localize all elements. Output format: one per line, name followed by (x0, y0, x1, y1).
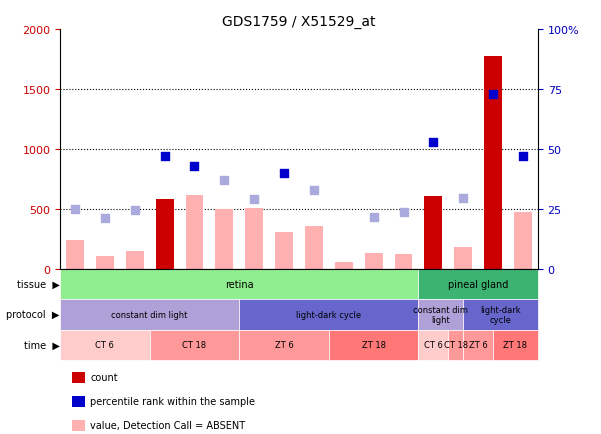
Bar (365, 253, 383, 269)
Text: value, Detection Call = ABSENT: value, Detection Call = ABSENT (90, 421, 245, 430)
Point (190, 163, 200, 170)
Point (429, 139, 438, 146)
Point (160, 154, 169, 161)
Text: CT 18: CT 18 (444, 341, 468, 349)
Text: constant dim
light: constant dim light (413, 305, 468, 324)
Text: light-dark cycle: light-dark cycle (296, 310, 361, 319)
Point (219, 177, 229, 184)
Bar (66, 240, 84, 269)
Point (398, 210, 408, 217)
Point (309, 187, 319, 194)
Text: protocol  ▶: protocol ▶ (6, 310, 59, 319)
Bar (335, 262, 353, 269)
Text: CT 18: CT 18 (183, 341, 207, 349)
Bar (484, 56, 502, 269)
Bar (463, 299, 538, 330)
Text: tissue  ▶: tissue ▶ (17, 279, 59, 289)
Point (488, 91, 498, 98)
Point (130, 207, 139, 214)
Bar (463, 330, 493, 360)
Bar (394, 255, 412, 269)
Point (100, 216, 110, 222)
Bar (60, 269, 418, 299)
Text: pineal gland: pineal gland (448, 279, 508, 289)
Text: constant dim light: constant dim light (112, 310, 188, 319)
Bar (239, 330, 329, 360)
Text: light-dark
cycle: light-dark cycle (480, 305, 521, 324)
Bar (186, 195, 203, 269)
Bar (424, 196, 442, 269)
Text: ZT 18: ZT 18 (504, 341, 528, 349)
Bar (156, 200, 174, 269)
Text: retina: retina (225, 279, 254, 289)
Text: ZT 6: ZT 6 (469, 341, 487, 349)
Bar (275, 232, 293, 269)
Bar (305, 226, 323, 269)
Bar (96, 256, 114, 269)
Bar (418, 330, 448, 360)
Bar (245, 208, 263, 269)
Bar (514, 213, 532, 269)
Point (70, 206, 80, 213)
Bar (126, 251, 144, 269)
Bar (60, 330, 150, 360)
Text: CT 6: CT 6 (96, 341, 114, 349)
Text: count: count (90, 373, 118, 382)
Bar (418, 269, 538, 299)
Text: CT 6: CT 6 (424, 341, 443, 349)
Point (249, 196, 259, 203)
Bar (150, 330, 239, 360)
Bar (60, 299, 239, 330)
Point (369, 214, 379, 221)
Bar (448, 330, 463, 360)
Text: percentile rank within the sample: percentile rank within the sample (90, 397, 255, 406)
Bar (493, 330, 538, 360)
Point (518, 154, 528, 161)
Title: GDS1759 / X51529_at: GDS1759 / X51529_at (222, 15, 376, 30)
Text: ZT 18: ZT 18 (362, 341, 386, 349)
Bar (239, 299, 418, 330)
Point (279, 170, 289, 177)
Bar (418, 299, 463, 330)
Point (459, 195, 468, 202)
Bar (215, 209, 233, 269)
Text: ZT 6: ZT 6 (275, 341, 293, 349)
Bar (329, 330, 418, 360)
Text: time  ▶: time ▶ (23, 340, 59, 350)
Bar (454, 247, 472, 269)
